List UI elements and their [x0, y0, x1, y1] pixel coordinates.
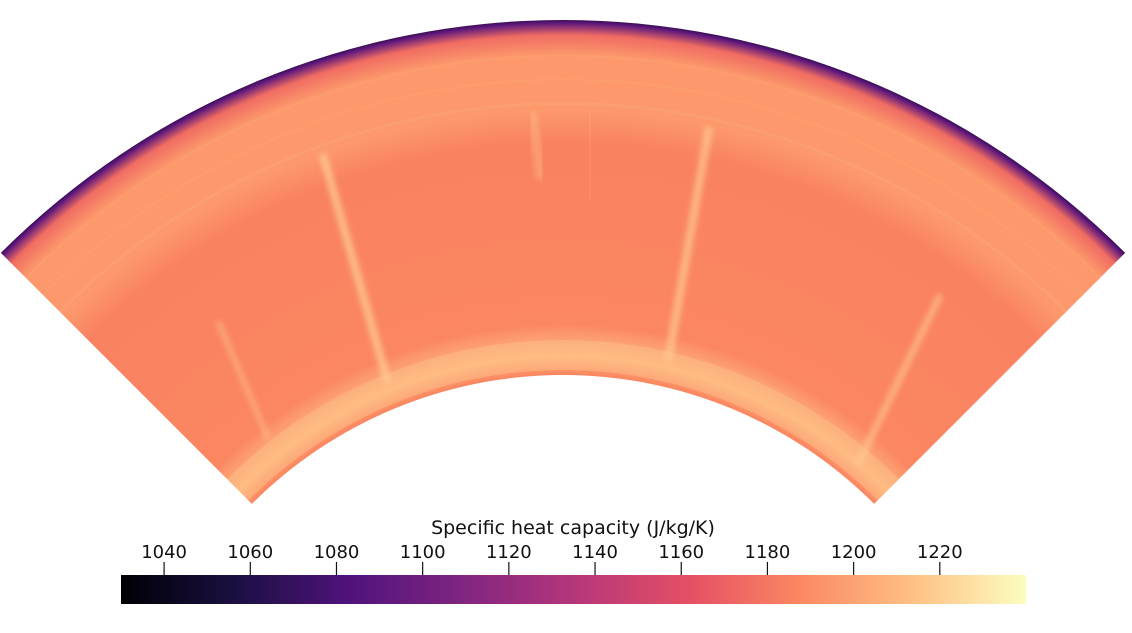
colorbar: Specific heat capacity (J/kg/K) 1040 1060…: [121, 517, 1026, 604]
plume-features: [25, 54, 1101, 501]
colorbar-title: Specific heat capacity (J/kg/K): [431, 517, 715, 539]
colorbar-ticks: 1040 1060 1080 1100 1120 1140 1160 1180 1200 1220: [141, 542, 963, 575]
colorbar-tick-label: 1140: [572, 542, 618, 563]
colorbar-tick-label: 1160: [658, 542, 704, 563]
upper-layer-band: [25, 54, 1101, 279]
plot-area: [0, 20, 1126, 504]
colorbar-bar: [121, 575, 1026, 604]
colorbar-tick-label: 1080: [314, 542, 360, 563]
field-domain-shell: [0, 20, 1126, 504]
colorbar-tick-label: 1040: [141, 542, 187, 563]
plume-streak: [215, 320, 271, 440]
colorbar-tick-label: 1060: [227, 542, 273, 563]
plume-streak: [664, 126, 713, 362]
plume-streak: [319, 153, 391, 384]
upper-layer-band: [42, 78, 1084, 296]
plume-streak: [855, 293, 943, 467]
plume-streak: [527, 110, 546, 181]
colorbar-tick-label: 1100: [400, 542, 446, 563]
lower-boundary-band: [227, 340, 899, 501]
colorbar-tick-label: 1220: [917, 542, 963, 563]
colorbar-tick-label: 1120: [486, 542, 532, 563]
colorbar-tick-label: 1180: [745, 542, 791, 563]
colorbar-tick-label: 1200: [831, 542, 877, 563]
upper-layer-band: [58, 102, 1068, 313]
